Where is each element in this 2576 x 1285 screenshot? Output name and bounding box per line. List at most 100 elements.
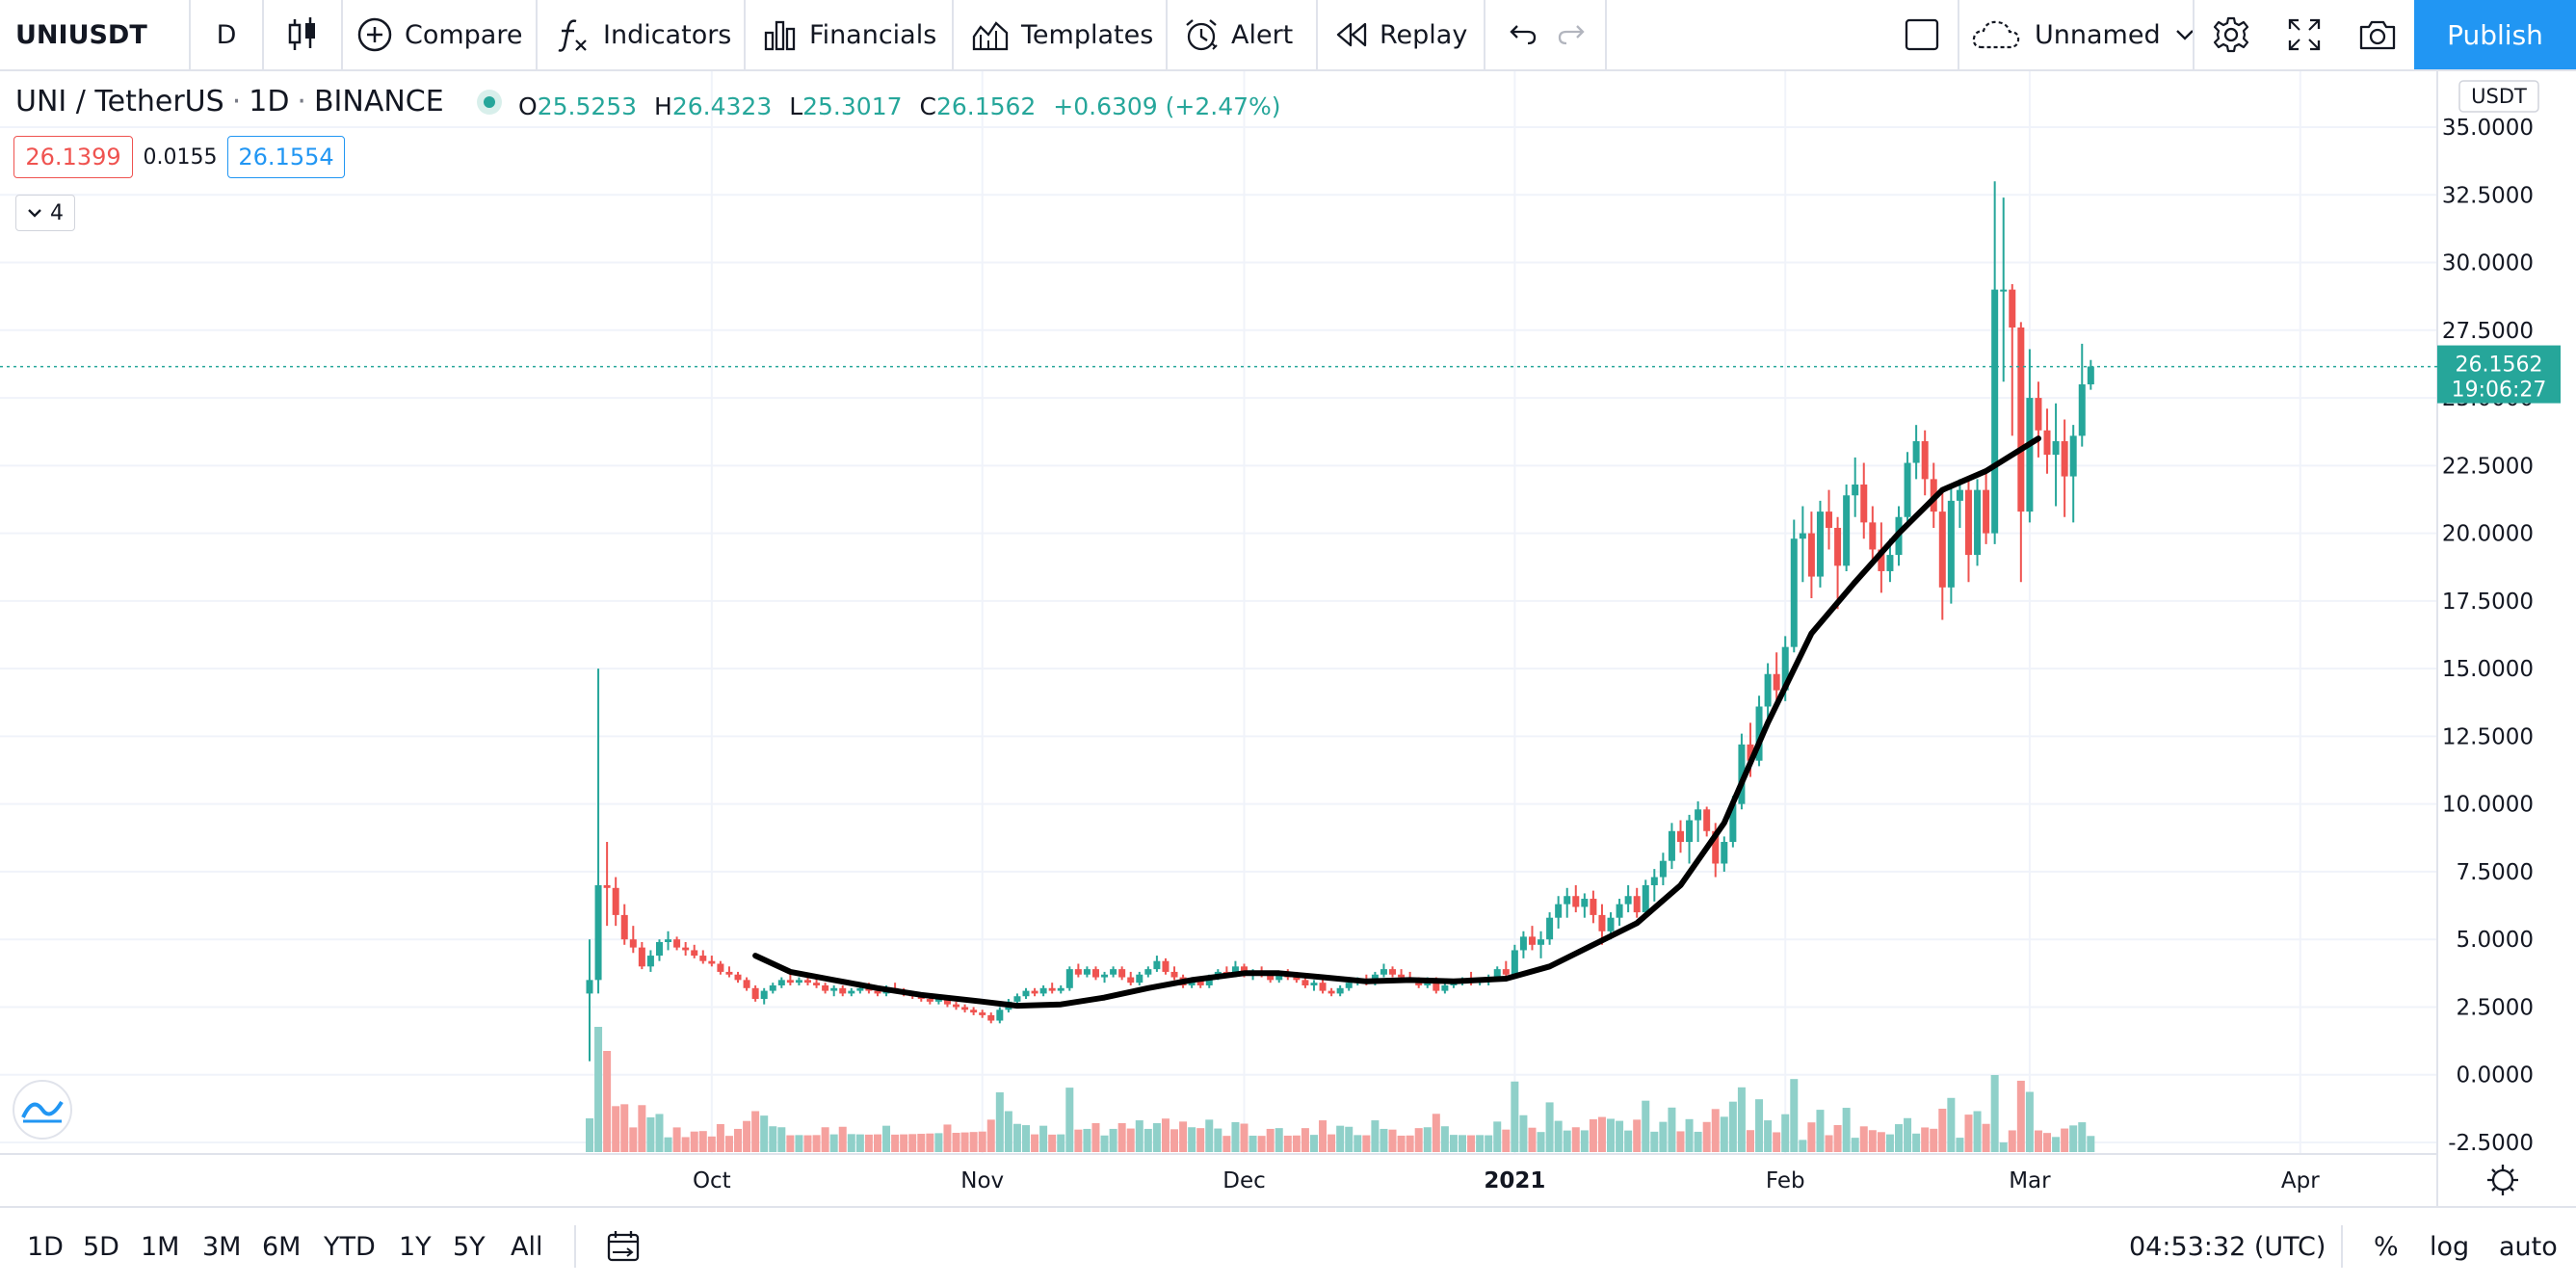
redo-button[interactable] [1547, 0, 1595, 69]
legend-dot: · [297, 85, 306, 118]
y-tick-label: 5.0000 [2457, 928, 2534, 953]
candle [673, 936, 681, 951]
compare-button[interactable]: Compare [356, 0, 522, 69]
candle [996, 1007, 1004, 1024]
time-axis[interactable]: Oct Nov Dec 2021 Feb Mar Apr [693, 1168, 2320, 1193]
volume-bar [1799, 1140, 1807, 1152]
symbol-search-button[interactable]: UNIUSDT [15, 0, 147, 69]
sell-price-box[interactable]: 26.1399 [13, 136, 133, 178]
candle-body [1110, 969, 1117, 975]
candle-body [1572, 896, 1580, 907]
percent-scale-toggle[interactable]: % [2374, 1208, 2399, 1285]
alert-button[interactable]: Alert [1183, 0, 1293, 69]
candle-body [1074, 969, 1082, 975]
chart-style-button[interactable] [264, 0, 341, 69]
undo-button[interactable] [1499, 0, 1547, 69]
range-button-all[interactable]: All [511, 1231, 543, 1262]
toolbar-divider [1484, 0, 1485, 69]
range-button-5y[interactable]: 5Y [453, 1231, 486, 1262]
range-button-5d[interactable]: 5D [83, 1231, 119, 1262]
snapshot-button[interactable] [2341, 0, 2414, 69]
volume-bar [1895, 1124, 1903, 1152]
spread-value: 0.0155 [143, 144, 218, 170]
fullscreen-button[interactable] [2268, 0, 2341, 69]
y-tick-label: 17.5000 [2442, 590, 2534, 615]
volume-bar [1624, 1130, 1633, 1152]
candle-body [856, 987, 864, 991]
templates-button[interactable]: Templates [971, 0, 1153, 69]
square-icon [1905, 18, 1939, 51]
volume-bar [2061, 1128, 2069, 1152]
volume-bar [1065, 1088, 1074, 1152]
timezone-clock[interactable]: 04:53:32 (UTC) [2129, 1208, 2326, 1285]
goto-date-button[interactable] [605, 1208, 644, 1285]
candle-body [1162, 960, 1170, 972]
candle [708, 956, 716, 967]
price-chart[interactable]: 35.000032.500030.000027.500025.000022.50… [0, 71, 2576, 1206]
market-status-icon[interactable] [476, 89, 502, 115]
volume-bar [847, 1134, 855, 1152]
range-button-1y[interactable]: 1Y [399, 1231, 432, 1262]
range-button-6m[interactable]: 6M [262, 1231, 302, 1262]
publish-button[interactable]: Publish [2414, 0, 2576, 69]
price-axis[interactable]: 35.000032.500030.000027.500025.000022.50… [2442, 116, 2534, 1156]
volume-bar [672, 1127, 681, 1152]
spread-box: 0.0155 [143, 136, 218, 178]
logo-badge[interactable] [13, 1080, 72, 1140]
toolbar-divider [189, 0, 191, 69]
auto-scale-toggle[interactable]: auto [2499, 1208, 2558, 1285]
candle-body [1091, 969, 1099, 978]
axis-settings-button[interactable] [2487, 1165, 2518, 1195]
candle-body [1301, 980, 1309, 985]
range-button-3m[interactable]: 3M [202, 1231, 242, 1262]
layout-name-button[interactable]: Unnamed [1971, 0, 2195, 69]
toolbar-divider [262, 0, 264, 69]
replay-button[interactable]: Replay [1335, 0, 1467, 69]
last-price-text: 26.1562 [2456, 354, 2543, 378]
low-value: 25.3017 [802, 92, 903, 120]
candle [1153, 956, 1161, 972]
log-scale-toggle[interactable]: log [2430, 1208, 2469, 1285]
candle-body [638, 947, 645, 967]
volume-bar [1161, 1118, 1170, 1152]
financials-label: Financials [809, 19, 937, 50]
volume-bar [1659, 1121, 1668, 1152]
volume-bar [1642, 1100, 1650, 1152]
interval-button[interactable]: D [191, 0, 262, 69]
settings-button[interactable] [2195, 0, 2268, 69]
volume-bar [1397, 1135, 1406, 1152]
volume-bar [1938, 1109, 1947, 1152]
range-button-1m[interactable]: 1M [141, 1231, 180, 1262]
buy-price-box[interactable]: 26.1554 [227, 136, 345, 178]
volume-bar [743, 1120, 751, 1152]
symbol-legend[interactable]: UNI / TetherUS · 1D · BINANCE [15, 85, 502, 118]
candle [1773, 652, 1780, 707]
toolbar-divider [1166, 0, 1168, 69]
candle-body [1231, 966, 1239, 975]
candle-body [830, 987, 838, 991]
layout-select-button[interactable] [1890, 0, 1954, 69]
volume-bar [1904, 1117, 1912, 1152]
candle [612, 877, 619, 927]
candle [1816, 500, 1824, 588]
candle-body [1956, 489, 1963, 501]
indicators-collapse-button[interactable]: 4 [15, 195, 75, 231]
candle-body [1118, 969, 1126, 978]
volume-bar [655, 1114, 664, 1152]
candle-body [987, 1014, 995, 1021]
volume-bar [1702, 1121, 1711, 1152]
range-button-ytd[interactable]: YTD [324, 1231, 376, 1262]
range-button-1d[interactable]: 1D [27, 1231, 64, 1262]
candle [1031, 987, 1038, 997]
volume-bar [1616, 1120, 1624, 1152]
candle-body [2061, 441, 2068, 477]
candles-icon [288, 17, 315, 50]
candle-body [1065, 969, 1073, 988]
candle [760, 987, 768, 1005]
candle [725, 966, 733, 978]
financials-button[interactable]: Financials [763, 0, 936, 69]
candle-body [1538, 939, 1545, 945]
high-label: H [654, 92, 672, 120]
indicators-button[interactable]: Indicators [557, 0, 731, 69]
volume-bar [1057, 1134, 1065, 1152]
